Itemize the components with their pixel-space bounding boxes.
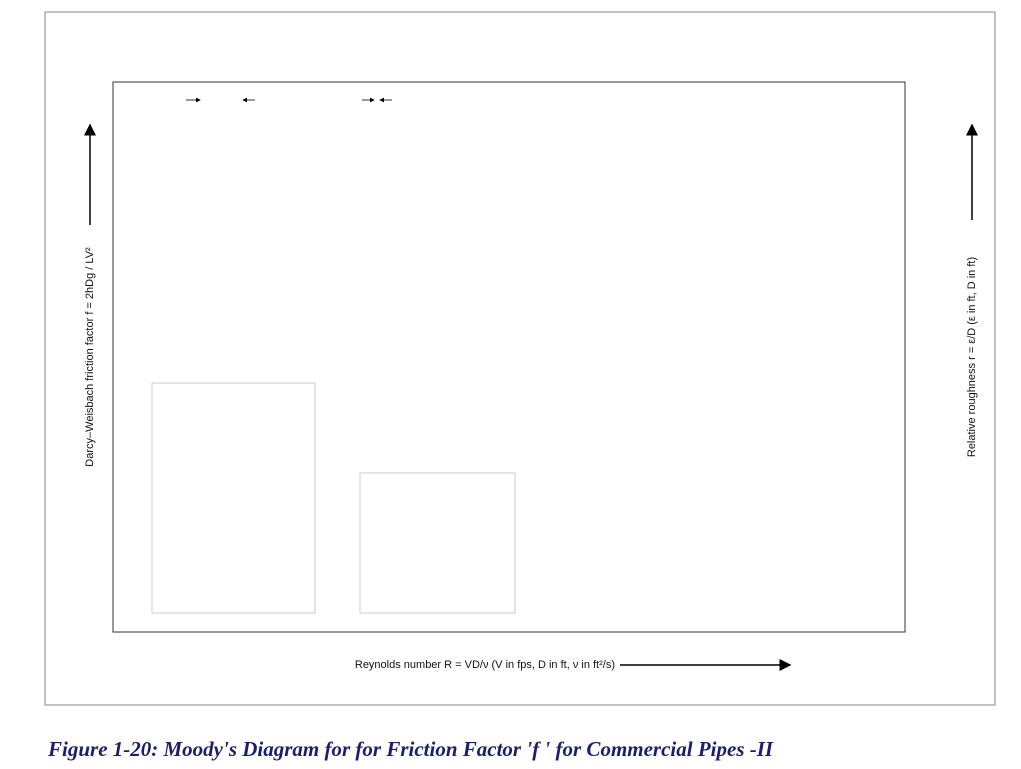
equation-box <box>359 472 516 614</box>
y2-axis-title: Relative roughness r = ε/D (ε in ft, D i… <box>966 257 978 457</box>
property-table <box>151 382 316 614</box>
x-axis-title: Reynolds number R = VD/ν (V in fps, D in… <box>355 659 615 671</box>
caption: Figure 1-20: Moody's Diagram for for Fri… <box>47 737 774 761</box>
plot-border <box>112 81 906 633</box>
y-axis-title: Darcy–Weisbach friction factor f = 2hDg … <box>84 247 96 467</box>
